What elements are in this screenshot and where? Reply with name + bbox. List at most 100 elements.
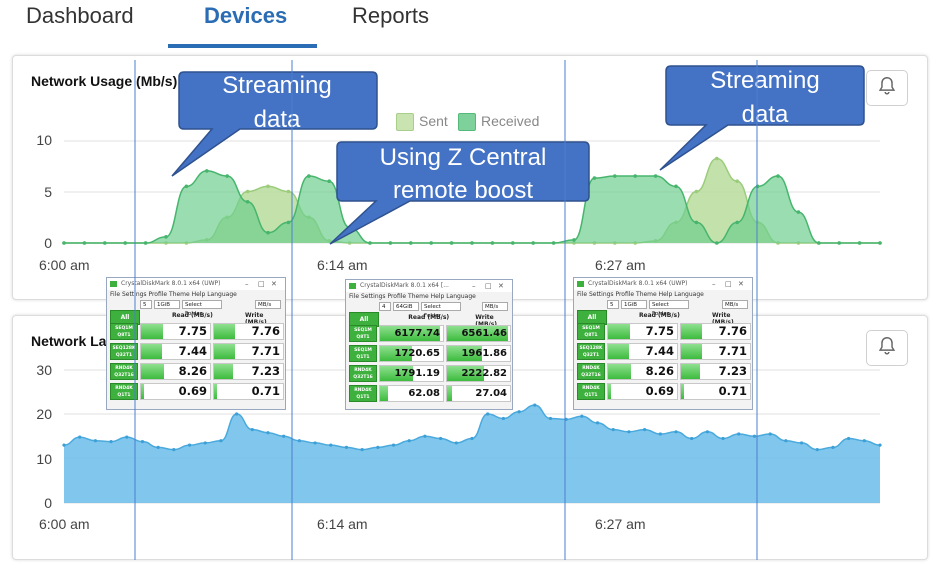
- usage-ytick-5: 5: [44, 184, 52, 200]
- unit-select[interactable]: MB/s: [482, 302, 508, 311]
- benchmark-window-left: CrystalDiskMark 8.0.1 x64 (UWP) – □ ✕ File S…: [106, 277, 286, 410]
- write-bar: [447, 346, 482, 361]
- folder-select[interactable]: Select Folder: [649, 300, 689, 317]
- test-button[interactable]: RND4K Q1T1: [110, 383, 138, 400]
- test-name: RND4K: [582, 366, 600, 371]
- read-header: Read (MB/s): [171, 312, 213, 319]
- close-button[interactable]: ✕: [498, 282, 504, 290]
- minimize-button[interactable]: –: [245, 280, 249, 288]
- test-name: RND4K: [354, 388, 372, 393]
- test-button[interactable]: SEQ1M Q8T1: [349, 325, 377, 342]
- close-button[interactable]: ✕: [738, 280, 744, 288]
- write-value: 7.76: [718, 324, 747, 338]
- latency-point: [454, 441, 458, 445]
- write-bar: [214, 324, 235, 339]
- usage-point-received: [184, 184, 189, 189]
- tab-dashboard[interactable]: Dashboard: [26, 3, 134, 28]
- size-select[interactable]: 1GiB: [621, 300, 647, 309]
- usage-point-received: [368, 241, 372, 245]
- read-value: 0.69: [645, 384, 674, 398]
- latency-point: [831, 445, 835, 449]
- latency-alert-button[interactable]: [866, 330, 908, 366]
- read-bar: [608, 324, 631, 339]
- unit-select[interactable]: MB/s: [255, 300, 281, 309]
- write-bar: [681, 324, 702, 339]
- usage-point-received: [286, 220, 291, 225]
- count-select[interactable]: 5: [140, 300, 152, 309]
- read-header: Read (MB/s): [408, 314, 450, 321]
- usage-point-received: [307, 174, 311, 178]
- latency-point: [533, 403, 537, 407]
- count-select[interactable]: 5: [607, 300, 619, 309]
- menu-bar[interactable]: File Settings Profile Theme Help Languag…: [577, 291, 704, 298]
- test-button[interactable]: SEQ128K Q32T1: [110, 343, 138, 360]
- usage-point-sent: [245, 189, 250, 194]
- unit-select[interactable]: MB/s: [722, 300, 748, 309]
- test-button[interactable]: RND4K Q32T16: [349, 365, 377, 382]
- read-bar: [608, 344, 629, 359]
- size-select[interactable]: 1GiB: [154, 300, 180, 309]
- usage-point-received: [755, 184, 760, 189]
- latency-point: [564, 417, 568, 421]
- latency-point: [815, 448, 819, 452]
- latency-point: [737, 432, 741, 436]
- write-result: 7.71: [213, 343, 284, 360]
- folder-select[interactable]: Select Folder: [182, 300, 222, 317]
- usage-point-received: [388, 241, 393, 245]
- write-result: 7.23: [213, 363, 284, 380]
- test-params: Q8T1: [584, 333, 598, 338]
- test-params: Q1T1: [356, 395, 370, 400]
- usage-point-received: [245, 200, 250, 204]
- latency-point: [752, 434, 757, 438]
- latency-point: [721, 436, 725, 441]
- close-button[interactable]: ✕: [271, 280, 277, 288]
- menu-bar[interactable]: File Settings Profile Theme Help Languag…: [349, 293, 476, 300]
- usage-ytick-10: 10: [36, 132, 52, 148]
- latency-point: [140, 439, 145, 444]
- minimize-button[interactable]: –: [472, 282, 476, 290]
- usage-point-received: [449, 241, 454, 245]
- test-button[interactable]: SEQ128K Q32T1: [577, 343, 605, 360]
- latency-xtick-0627: 6:27 am: [595, 516, 646, 532]
- latency-point: [93, 439, 97, 443]
- latency-ytick-10: 10: [36, 451, 52, 467]
- test-name: SEQ1M: [354, 328, 372, 333]
- latency-point: [658, 432, 662, 436]
- latency-point: [109, 439, 113, 444]
- usage-point-received: [470, 241, 474, 245]
- minimize-button[interactable]: –: [712, 280, 716, 288]
- test-button[interactable]: RND4K Q1T1: [349, 385, 377, 402]
- usage-point-received: [694, 220, 699, 225]
- test-button[interactable]: RND4K Q32T16: [110, 363, 138, 380]
- usage-alert-button[interactable]: [866, 70, 908, 106]
- maximize-button[interactable]: □: [485, 282, 492, 290]
- latency-point: [768, 432, 772, 436]
- menu-bar[interactable]: File Settings Profile Theme Help Languag…: [110, 291, 237, 298]
- tab-reports[interactable]: Reports: [352, 3, 430, 28]
- test-button[interactable]: SEQ1M Q8T1: [110, 323, 138, 340]
- read-value: 7.75: [178, 324, 207, 338]
- read-value: 6177.74: [394, 328, 440, 339]
- read-result: 1791.19: [379, 365, 444, 382]
- usage-point-received: [347, 225, 352, 230]
- write-bar: [447, 326, 509, 341]
- test-button[interactable]: RND4K Q32T16: [577, 363, 605, 380]
- latency-xtick-0600: 6:00 am: [39, 516, 90, 532]
- test-button[interactable]: RND4K Q1T1: [577, 383, 605, 400]
- read-result: 1720.65: [379, 345, 444, 362]
- folder-select[interactable]: Select Folder: [421, 302, 461, 319]
- tab-devices[interactable]: Devices: [204, 3, 288, 28]
- maximize-button[interactable]: □: [258, 280, 265, 288]
- write-result: 1961.86: [446, 345, 511, 362]
- test-button[interactable]: SEQ1M Q8T1: [577, 323, 605, 340]
- usage-point-received: [715, 241, 719, 245]
- read-value: 62.08: [408, 388, 440, 399]
- size-select[interactable]: 64GiB: [393, 302, 419, 311]
- test-button[interactable]: SEQ1M Q1T1: [349, 345, 377, 362]
- usage-xtick-0614: 6:14 am: [317, 257, 368, 273]
- usage-point-sent: [266, 184, 270, 189]
- maximize-button[interactable]: □: [725, 280, 732, 288]
- count-select[interactable]: 4: [379, 302, 391, 311]
- usage-point-received: [327, 179, 332, 183]
- write-bar: [681, 344, 702, 359]
